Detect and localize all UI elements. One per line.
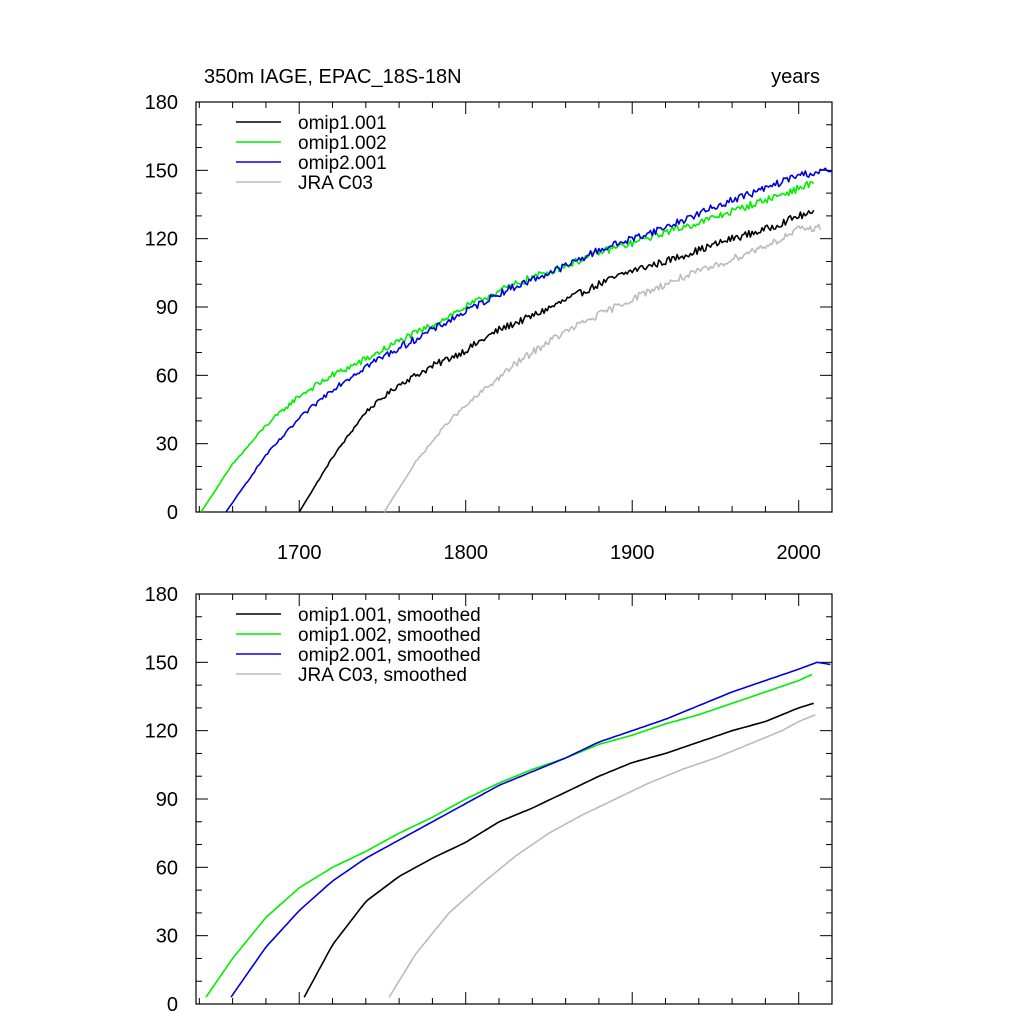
series-line [200, 180, 815, 513]
x-tick-label: 1800 [443, 542, 488, 564]
y-tick-label: 180 [145, 92, 178, 114]
series-line [205, 673, 813, 998]
legend-label: JRA C03, smoothed [298, 665, 467, 686]
y-tick-label: 120 [145, 721, 178, 743]
plot-frame [195, 593, 833, 1005]
legend-label: omip1.002, smoothed [298, 625, 481, 646]
y-tick-label: 30 [156, 926, 178, 948]
legend-label: omip2.001, smoothed [298, 645, 481, 666]
legend-label: omip1.001 [298, 113, 387, 134]
series-line [388, 713, 816, 998]
legend-label: omip1.001, smoothed [298, 605, 481, 626]
x-tick-label: 1700 [277, 542, 322, 564]
x-tick-label: 2000 [776, 542, 821, 564]
y-tick-label: 60 [156, 365, 178, 387]
top-panel: 350m IAGE, EPAC_18S-18N years 0 30 60 90 120… [145, 66, 833, 564]
series-line [230, 661, 831, 998]
plot-frame [195, 101, 833, 513]
y-tick-label: 60 [156, 857, 178, 879]
y-tick-label: 0 [167, 994, 178, 1016]
y-tick-label: 150 [145, 652, 178, 674]
y-tick-label: 0 [167, 502, 178, 524]
y-tick-label: 150 [145, 160, 178, 182]
legend-label: omip1.002 [298, 133, 387, 154]
chart-title-right: years [771, 66, 820, 88]
x-tick-label: 1900 [610, 542, 655, 564]
series-line [298, 209, 815, 513]
legend-label: omip2.001 [298, 153, 387, 174]
series-line [383, 223, 822, 513]
series-line [303, 702, 814, 998]
y-tick-label: 180 [145, 584, 178, 606]
y-tick-label: 30 [156, 434, 178, 456]
series-line [225, 167, 833, 513]
y-tick-label: 90 [156, 297, 178, 319]
chart-title: 350m IAGE, EPAC_18S-18N [204, 66, 462, 88]
y-tick-label: 90 [156, 789, 178, 811]
legend-label: JRA C03 [298, 173, 373, 194]
bottom-panel: 0 30 60 90 120 150 180 omip1.001, smoothedomip1… [145, 584, 833, 1016]
y-tick-label: 120 [145, 229, 178, 251]
